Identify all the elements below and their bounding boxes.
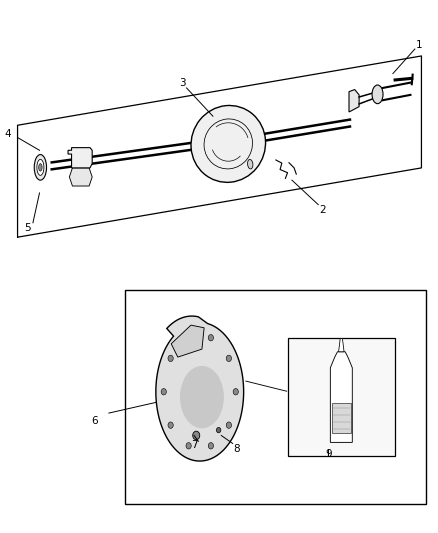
Ellipse shape (34, 155, 46, 180)
Text: 7: 7 (191, 440, 198, 450)
Text: 2: 2 (318, 205, 325, 215)
Circle shape (233, 389, 238, 395)
Circle shape (208, 442, 213, 449)
Ellipse shape (180, 366, 223, 429)
Circle shape (168, 355, 173, 361)
Text: 1: 1 (415, 41, 422, 50)
Polygon shape (338, 338, 343, 352)
Circle shape (186, 335, 191, 341)
Ellipse shape (191, 106, 265, 182)
Text: 6: 6 (91, 416, 98, 426)
Ellipse shape (37, 159, 44, 175)
Circle shape (192, 431, 199, 440)
Text: 8: 8 (232, 444, 239, 454)
Circle shape (186, 442, 191, 449)
Text: 9: 9 (324, 449, 331, 459)
Circle shape (208, 335, 213, 341)
Ellipse shape (39, 164, 42, 171)
Polygon shape (68, 148, 92, 168)
Polygon shape (330, 352, 352, 442)
Bar (125, 290, 425, 504)
Text: 3: 3 (178, 78, 185, 87)
Text: 5: 5 (24, 223, 31, 233)
Circle shape (168, 422, 173, 429)
Circle shape (161, 389, 166, 395)
Polygon shape (69, 168, 92, 186)
Circle shape (226, 355, 231, 361)
Ellipse shape (247, 159, 252, 169)
Bar (331, 403, 350, 433)
Polygon shape (171, 325, 204, 357)
Polygon shape (348, 90, 358, 112)
Text: 4: 4 (4, 130, 11, 139)
Ellipse shape (371, 85, 382, 103)
Polygon shape (155, 316, 243, 461)
Bar (287, 338, 394, 456)
Circle shape (216, 427, 220, 433)
Circle shape (226, 422, 231, 429)
